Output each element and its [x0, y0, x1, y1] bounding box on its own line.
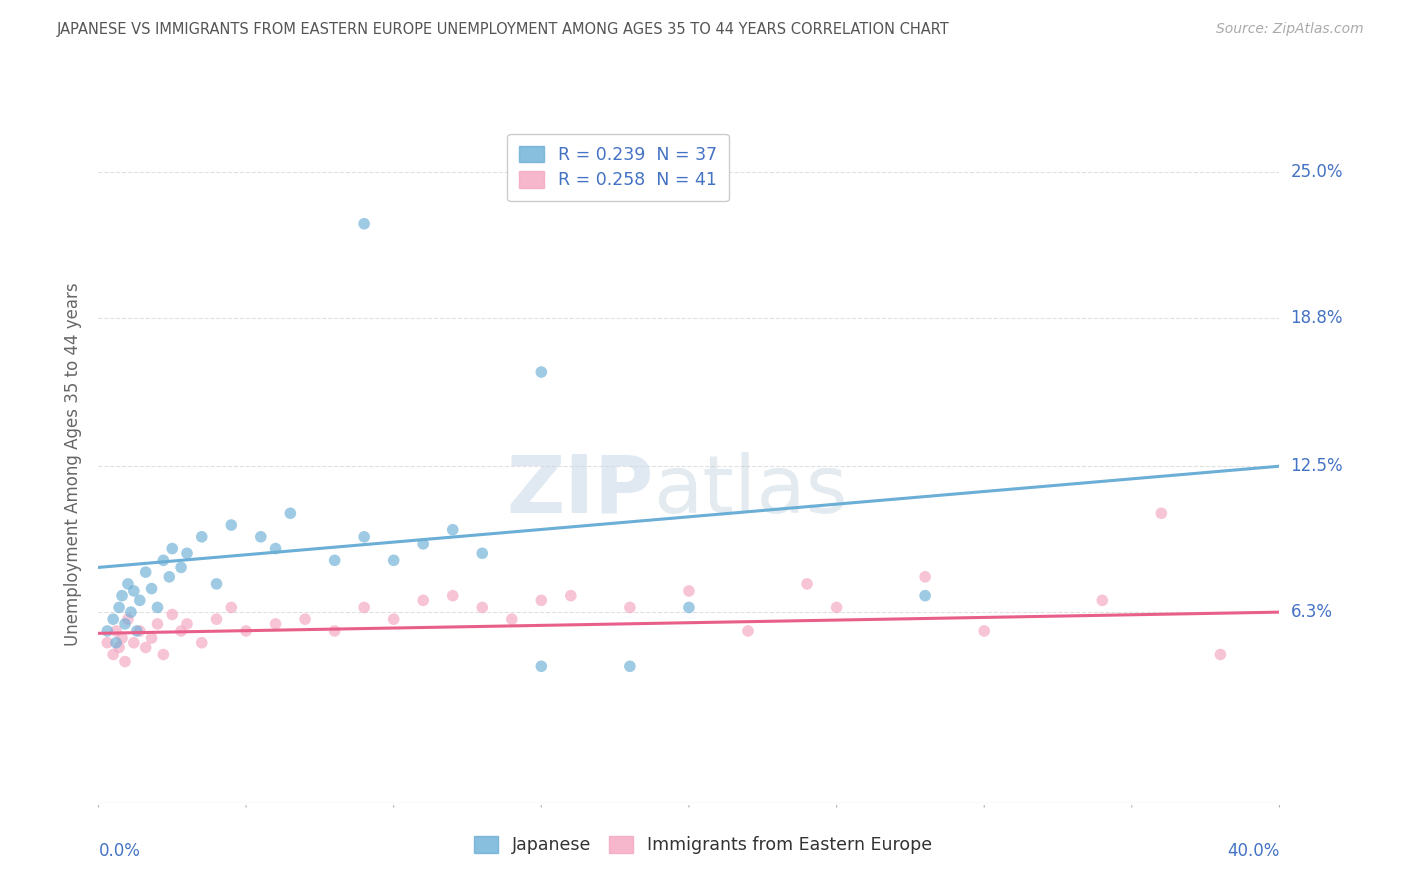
Point: [323, 624, 346, 638]
Text: 40.0%: 40.0%: [1227, 842, 1279, 860]
Text: 6.3%: 6.3%: [1291, 603, 1333, 621]
Point: [619, 659, 641, 673]
Point: [678, 584, 700, 599]
Point: [353, 530, 375, 544]
Point: [146, 616, 169, 631]
Point: [125, 624, 148, 638]
Point: [141, 631, 163, 645]
Point: [796, 577, 818, 591]
Legend: Japanese, Immigrants from Eastern Europe: Japanese, Immigrants from Eastern Europe: [467, 829, 939, 861]
Point: [111, 589, 134, 603]
Point: [501, 612, 523, 626]
Point: [122, 636, 145, 650]
Point: [103, 612, 125, 626]
Point: [170, 560, 193, 574]
Point: [162, 541, 183, 556]
Point: [471, 600, 494, 615]
Point: [176, 616, 198, 631]
Point: [530, 593, 553, 607]
Text: Source: ZipAtlas.com: Source: ZipAtlas.com: [1216, 22, 1364, 37]
Point: [146, 600, 169, 615]
Text: JAPANESE VS IMMIGRANTS FROM EASTERN EUROPE UNEMPLOYMENT AMONG AGES 35 TO 44 YEAR: JAPANESE VS IMMIGRANTS FROM EASTERN EURO…: [56, 22, 949, 37]
Point: [135, 565, 157, 579]
Point: [1209, 648, 1232, 662]
Point: [117, 612, 139, 626]
Point: [412, 537, 434, 551]
Point: [382, 612, 405, 626]
Point: [111, 631, 134, 645]
Point: [264, 616, 287, 631]
Point: [117, 577, 139, 591]
Point: [560, 589, 582, 603]
Point: [530, 659, 553, 673]
Point: [973, 624, 995, 638]
Point: [191, 636, 214, 650]
Point: [105, 624, 128, 638]
Point: [122, 584, 145, 599]
Point: [108, 640, 131, 655]
Point: [114, 655, 136, 669]
Point: [120, 605, 142, 619]
Point: [530, 365, 553, 379]
Text: 0.0%: 0.0%: [98, 842, 141, 860]
Point: [914, 570, 936, 584]
Point: [737, 624, 759, 638]
Point: [678, 600, 700, 615]
Text: 18.8%: 18.8%: [1291, 309, 1343, 326]
Point: [162, 607, 183, 622]
Text: atlas: atlas: [654, 452, 848, 530]
Point: [205, 612, 228, 626]
Point: [353, 600, 375, 615]
Legend: R = 0.239  N = 37, R = 0.258  N = 41: R = 0.239 N = 37, R = 0.258 N = 41: [508, 134, 728, 202]
Point: [825, 600, 848, 615]
Point: [219, 518, 242, 533]
Point: [235, 624, 257, 638]
Point: [250, 530, 273, 544]
Point: [108, 600, 131, 615]
Point: [278, 506, 302, 520]
Point: [157, 570, 180, 584]
Point: [191, 530, 214, 544]
Point: [382, 553, 405, 567]
Point: [96, 624, 118, 638]
Point: [141, 582, 163, 596]
Point: [205, 577, 228, 591]
Point: [103, 648, 125, 662]
Point: [152, 553, 174, 567]
Text: ZIP: ZIP: [506, 452, 654, 530]
Point: [441, 589, 464, 603]
Point: [914, 589, 936, 603]
Point: [619, 600, 641, 615]
Point: [353, 217, 375, 231]
Point: [219, 600, 242, 615]
Point: [264, 541, 287, 556]
Point: [1150, 506, 1173, 520]
Point: [128, 593, 150, 607]
Point: [441, 523, 464, 537]
Text: 12.5%: 12.5%: [1291, 458, 1343, 475]
Point: [114, 616, 136, 631]
Point: [128, 624, 150, 638]
Text: 25.0%: 25.0%: [1291, 163, 1343, 181]
Point: [323, 553, 346, 567]
Point: [135, 640, 157, 655]
Point: [170, 624, 193, 638]
Point: [294, 612, 316, 626]
Point: [105, 636, 128, 650]
Point: [176, 546, 198, 560]
Point: [471, 546, 494, 560]
Point: [412, 593, 434, 607]
Y-axis label: Unemployment Among Ages 35 to 44 years: Unemployment Among Ages 35 to 44 years: [65, 282, 83, 646]
Point: [96, 636, 118, 650]
Point: [152, 648, 174, 662]
Point: [1091, 593, 1114, 607]
